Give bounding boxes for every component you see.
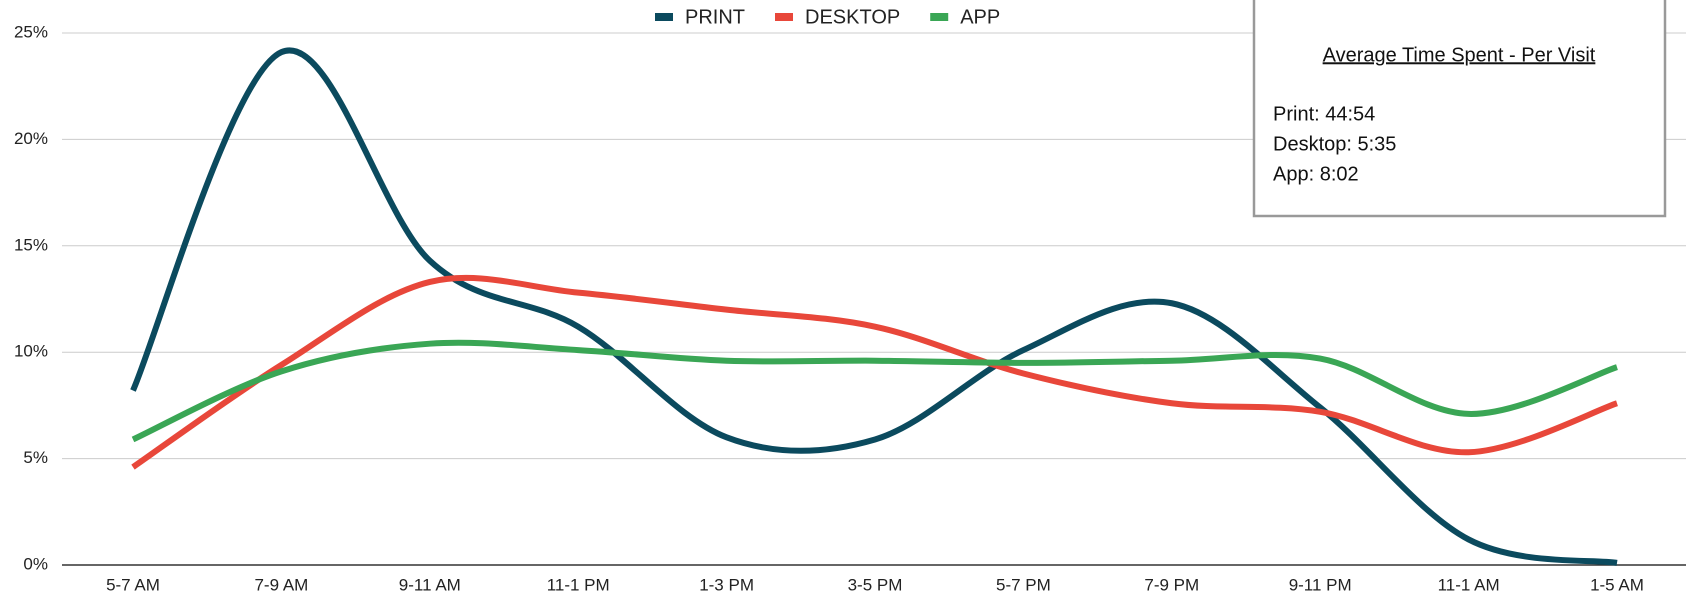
y-tick-label: 25%: [14, 22, 48, 41]
x-tick-label: 5-7 AM: [106, 575, 160, 594]
grid: 0% 5% 10% 15% 20% 25% 5-7 AM 7-9 AM 9-11 AM 11-1 …: [14, 22, 1686, 594]
x-tick-label: 11-1 PM: [547, 575, 610, 594]
legend-label: DESKTOP: [805, 6, 900, 28]
y-tick-label: 0%: [23, 554, 48, 573]
x-tick-label: 5-7 PM: [996, 575, 1051, 594]
legend-swatch: [775, 13, 793, 21]
legend-swatch: [655, 13, 673, 21]
y-tick-label: 10%: [14, 342, 48, 361]
annotation-line: App: 8:02: [1273, 163, 1359, 185]
x-tick-label: 9-11 AM: [399, 575, 461, 594]
x-tick-label: 7-9 PM: [1144, 575, 1199, 594]
x-tick-label: 1-3 PM: [699, 575, 754, 594]
legend-label: PRINT: [685, 6, 745, 28]
x-tick-label: 11-1 AM: [1438, 575, 1500, 594]
annotation-box: [1252, 0, 1667, 218]
y-tick-label: 5%: [23, 448, 48, 467]
legend-swatch: [930, 13, 949, 21]
line-series: [131, 339, 1618, 443]
x-tick-label: 3-5 PM: [848, 575, 903, 594]
x-tick-label: 1-5 AM: [1590, 575, 1644, 594]
annotation-line: Print: 44:54: [1273, 103, 1375, 125]
y-tick-label: 15%: [14, 235, 48, 254]
annotation-title: Average Time Spent - Per Visit: [1323, 44, 1596, 66]
legend-label: APP: [960, 6, 1000, 28]
x-tick-label: 9-11 PM: [1289, 575, 1352, 594]
y-tick-label: 20%: [14, 129, 48, 148]
line-series: [130, 47, 1618, 566]
x-tick-label: 7-9 AM: [254, 575, 308, 594]
line-series: [131, 274, 1618, 470]
annotation-line: Desktop: 5:35: [1273, 133, 1396, 155]
